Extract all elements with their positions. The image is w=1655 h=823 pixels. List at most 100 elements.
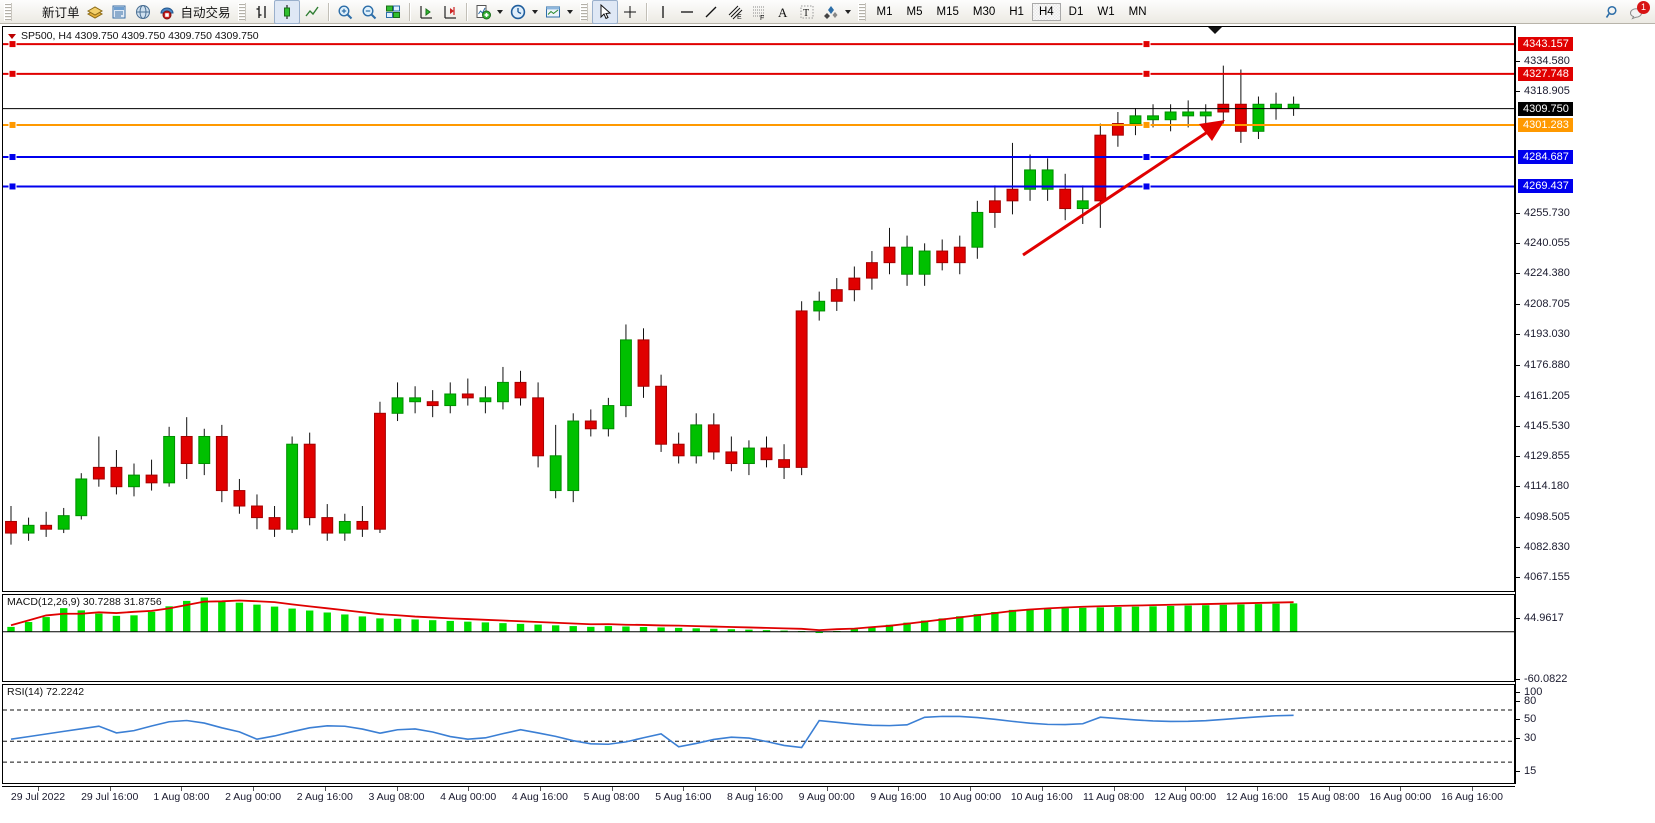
- time-scale[interactable]: 29 Jul 2022 29 Jul 16:00 1 Aug 08:00 2 Aug …: [2, 786, 1515, 810]
- crosshair-button[interactable]: [618, 1, 642, 23]
- price-scale[interactable]: 4334.580 4318.905 4255.730 4240.055 4224.380…: [1515, 26, 1655, 784]
- zoom-in-button[interactable]: [333, 1, 357, 23]
- level-handle[interactable]: [8, 153, 17, 162]
- toolbar-grip-3[interactable]: [579, 2, 588, 21]
- level-handle[interactable]: [1142, 69, 1151, 78]
- annotation-canvas[interactable]: [3, 27, 1514, 591]
- level-handle[interactable]: [1142, 120, 1151, 129]
- macd-histogram-bar: [534, 624, 542, 632]
- alerts-button[interactable]: 1: [1625, 0, 1650, 23]
- toolbar-grip-2[interactable]: [237, 2, 246, 21]
- macd-histogram-bar: [1237, 604, 1245, 632]
- macd-histogram-bar: [991, 611, 999, 632]
- macd-histogram-bar: [1079, 607, 1087, 632]
- rsi-pane[interactable]: RSI(14) 72.2242: [2, 684, 1515, 784]
- market-watch-button[interactable]: [381, 1, 405, 23]
- search-button[interactable]: [1601, 1, 1625, 23]
- timeframe-mn[interactable]: MN: [1128, 5, 1147, 18]
- equidistant-channel-icon: E: [728, 5, 742, 21]
- level-handle[interactable]: [8, 120, 17, 129]
- auto-trading-button[interactable]: 自动交易: [155, 1, 234, 23]
- chart-area[interactable]: SP500, H4 4309.750 4309.750 4309.750 430…: [0, 24, 1655, 823]
- candle: [251, 505, 263, 519]
- time-tick: 16 Aug 00:00: [1369, 791, 1432, 803]
- timeframe-h4[interactable]: H4: [1031, 2, 1061, 21]
- level-handle[interactable]: [8, 69, 17, 78]
- indicators-dropdown-caret[interactable]: [496, 9, 503, 14]
- time-tick: 29 Jul 2022: [10, 791, 66, 803]
- templates-dropdown-caret[interactable]: [566, 9, 573, 14]
- candle: [1164, 111, 1177, 121]
- price-marker-resistance[interactable]: 4343.157: [1518, 37, 1573, 52]
- shapes-button[interactable]: [819, 1, 854, 23]
- level-handle[interactable]: [8, 182, 17, 191]
- macd-histogram-bar: [1026, 608, 1034, 632]
- candle: [1129, 115, 1142, 125]
- level-handle[interactable]: [1142, 153, 1151, 162]
- timeframe-m1[interactable]: M1: [876, 5, 893, 18]
- toolbar-grip[interactable]: [4, 2, 12, 21]
- timeframe-m15[interactable]: M15: [936, 5, 959, 18]
- price-marker-resistance[interactable]: 4327.748: [1518, 66, 1573, 81]
- new-order-button[interactable]: 新订单: [16, 1, 83, 23]
- uptrend-arrow[interactable]: [1022, 120, 1225, 257]
- templates-button[interactable]: [541, 1, 576, 23]
- time-tick: 3 Aug 08:00: [368, 791, 425, 803]
- cursor-button[interactable]: [591, 0, 618, 24]
- periods-dropdown-caret[interactable]: [531, 9, 538, 14]
- text-button[interactable]: A: [771, 1, 795, 23]
- main-price-pane[interactable]: SP500, H4 4309.750 4309.750 4309.750 430…: [2, 26, 1515, 592]
- macd-histogram-bar: [428, 620, 437, 632]
- level-handle[interactable]: [1142, 40, 1151, 49]
- vertical-line-button[interactable]: [651, 1, 675, 23]
- navigator-button[interactable]: [131, 1, 155, 23]
- line-chart-button[interactable]: [300, 1, 324, 23]
- candle: [321, 517, 334, 534]
- trendline-button[interactable]: [699, 1, 723, 23]
- data-window-button[interactable]: [107, 1, 131, 23]
- equidistant-channel-button[interactable]: E: [723, 1, 747, 23]
- cheese-icon-button[interactable]: [83, 1, 107, 23]
- text-label-button[interactable]: T: [795, 1, 819, 23]
- shapes-dropdown-caret[interactable]: [844, 9, 851, 14]
- candle: [936, 250, 949, 264]
- indicators-button[interactable]: [471, 1, 506, 23]
- auto-scroll-button[interactable]: [438, 1, 462, 23]
- level-handle[interactable]: [8, 40, 17, 49]
- price-marker-support[interactable]: 4284.687: [1518, 150, 1573, 164]
- candle: [40, 524, 53, 530]
- candle: [497, 381, 509, 403]
- timeframe-d1[interactable]: D1: [1068, 5, 1084, 18]
- time-separator: [1256, 787, 1258, 791]
- level-handle[interactable]: [1142, 182, 1151, 191]
- bar-chart-button[interactable]: [250, 1, 274, 23]
- timeframe-m5[interactable]: M5: [906, 5, 923, 18]
- periods-button[interactable]: [506, 1, 541, 23]
- notification-badge: 1: [1637, 0, 1650, 14]
- toolbar-separator-3: [465, 2, 467, 21]
- candle: [549, 455, 562, 492]
- timeframe-m30[interactable]: M30: [972, 5, 996, 18]
- chart-shift-button[interactable]: [414, 1, 438, 23]
- price-marker-pivot[interactable]: 4301.283: [1518, 117, 1573, 132]
- chart-shift-icon: [419, 5, 432, 19]
- candle: [1234, 103, 1247, 132]
- price-tick: 4161.205: [1516, 390, 1570, 402]
- fibonacci-button[interactable]: F: [747, 1, 771, 23]
- price-marker-last-price[interactable]: 4309.750: [1518, 101, 1573, 116]
- candlestick-chart-button[interactable]: [273, 0, 300, 24]
- zoom-out-button[interactable]: [357, 1, 381, 23]
- chart-menu-caret-icon[interactable]: [8, 34, 16, 39]
- macd-histogram-bar: [1254, 604, 1263, 632]
- candle: [742, 447, 755, 465]
- timeframe-h1[interactable]: H1: [1009, 5, 1024, 18]
- macd-histogram-bar: [130, 615, 138, 632]
- candle: [918, 250, 931, 275]
- horizontal-line-button[interactable]: [675, 1, 699, 23]
- toolbar-grip-4[interactable]: [857, 2, 866, 21]
- price-marker-support[interactable]: 4269.437: [1518, 179, 1573, 194]
- macd-pane[interactable]: MACD(12,26,9) 30.7288 31.8756: [2, 594, 1515, 682]
- timeframe-w1[interactable]: W1: [1097, 5, 1115, 18]
- candle: [22, 524, 35, 534]
- macd-histogram-bar: [956, 616, 964, 632]
